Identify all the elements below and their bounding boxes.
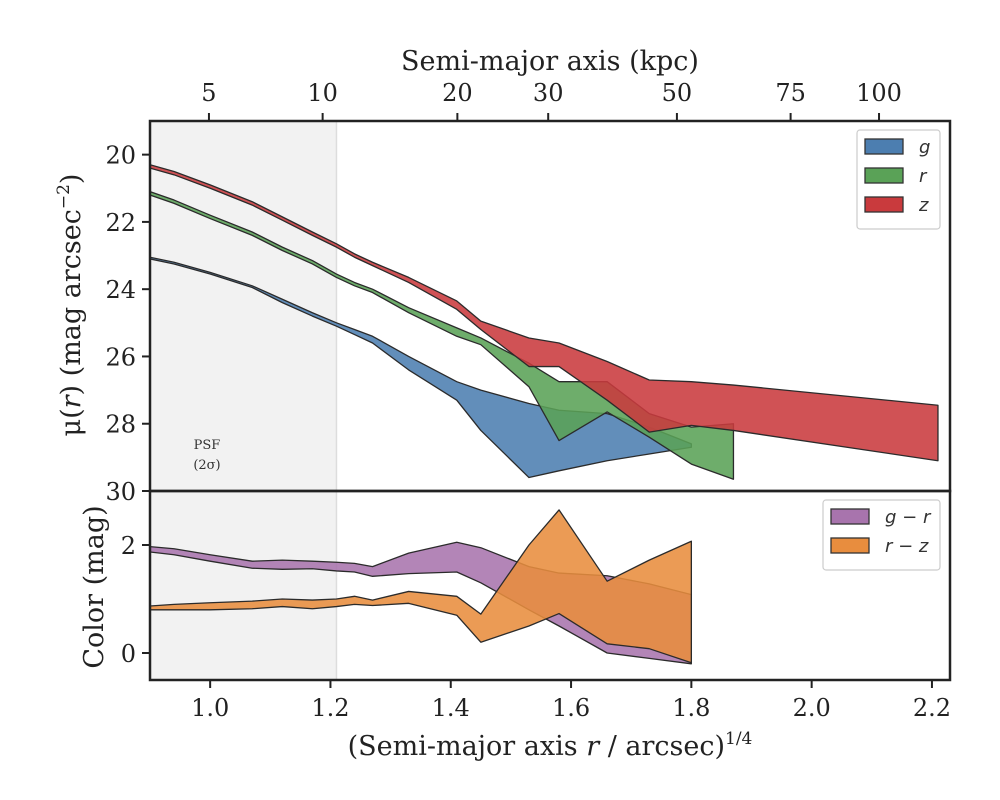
top-tick-label: 20 [442, 79, 473, 107]
top-tick-label: 10 [307, 79, 338, 107]
lower-y-axis-title: Color (mag) [79, 505, 110, 668]
psf-label: PSF [194, 438, 221, 453]
x-tick-label: 1.4 [432, 694, 470, 722]
x-tick-label: 2.2 [913, 694, 951, 722]
top-tick-label: 50 [662, 79, 693, 107]
x-tick-label: 1.8 [672, 694, 710, 722]
psf-sublabel: (2σ) [193, 458, 220, 473]
legend-swatch [864, 196, 904, 213]
top-axis-title: Semi-major axis (kpc) [401, 46, 699, 77]
axes: 1.0 1.2 1.4 1.6 1.8 2.0 2.25 10 20 30 50 75 10020222… [105, 79, 952, 722]
upper-y-tick-label: 30 [105, 478, 136, 506]
legend-label: r − z [885, 536, 929, 557]
legend-swatch [864, 138, 904, 155]
x-tick-label: 1.6 [552, 694, 590, 722]
upper-y-tick-label: 28 [105, 411, 136, 439]
legend-label: g [919, 137, 930, 158]
legend-lower: g − r r − z [822, 499, 941, 571]
psf-region [150, 121, 338, 680]
legend-upper: grz [856, 129, 941, 230]
legend-swatch [864, 167, 904, 184]
legend-label: g − r [885, 507, 932, 528]
legend-swatch [830, 508, 870, 525]
x-axis-title: (Semi-major axis r / arcsec)1/4 [348, 729, 753, 762]
top-tick-label: 5 [201, 79, 216, 107]
lower-y-tick-label: 2 [121, 532, 136, 560]
top-tick-label: 30 [533, 79, 564, 107]
legend-label: z [918, 195, 929, 216]
legend-label: r [919, 166, 928, 187]
x-tick-label: 1.0 [191, 694, 229, 722]
upper-y-tick-label: 22 [105, 209, 136, 237]
band-rz [150, 509, 693, 664]
top-tick-label: 100 [856, 79, 902, 107]
upper-y-axis-title: μ(r) (mag arcsec−2) [54, 174, 87, 437]
upper-y-tick-label: 24 [105, 276, 136, 304]
lower-panel-areas [150, 509, 693, 665]
legend-swatch [830, 537, 870, 554]
band-z [150, 164, 939, 462]
x-tick-label: 2.0 [793, 694, 831, 722]
upper-y-tick-label: 26 [105, 343, 136, 371]
upper-panel-areas [150, 164, 939, 480]
lower-panel-frame [148, 489, 952, 682]
x-tick-label: 1.2 [311, 694, 349, 722]
upper-y-tick-label: 20 [105, 142, 136, 170]
top-tick-label: 75 [775, 79, 806, 107]
band-r [150, 190, 735, 480]
lower-y-tick-label: 0 [121, 640, 136, 668]
psf-shade [150, 121, 337, 680]
